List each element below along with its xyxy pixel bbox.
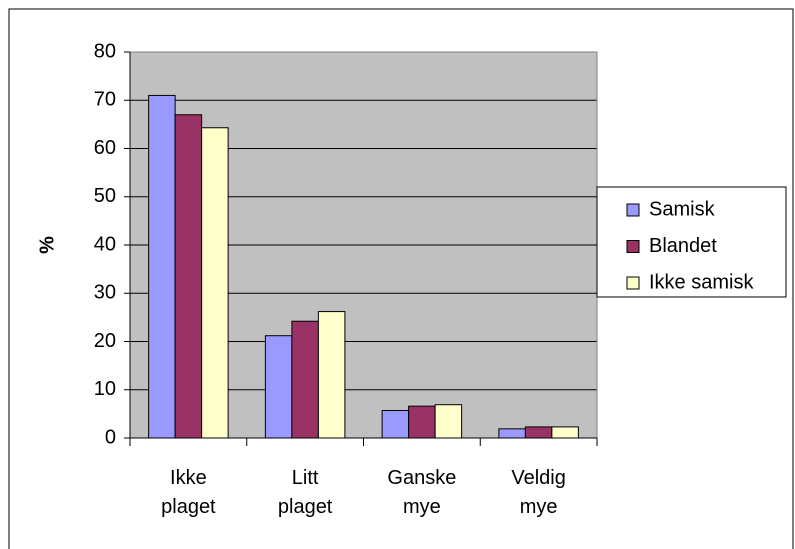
y-tick-label: 0 <box>105 426 116 448</box>
x-tick-label: Litt plaget <box>278 467 333 518</box>
legend-swatch <box>626 240 640 253</box>
y-axis-label: % <box>36 236 58 254</box>
bar <box>524 426 553 439</box>
bar <box>408 405 436 439</box>
y-tick-label: 30 <box>94 282 116 304</box>
legend-swatch <box>626 276 640 290</box>
x-tick-label-line: Ganske <box>387 467 456 489</box>
y-tick-label: 40 <box>94 233 116 255</box>
legend-label: Blandet <box>649 235 717 257</box>
x-tick-label-line: Litt <box>292 467 319 489</box>
y-tick-label: 60 <box>94 137 116 159</box>
x-tick-label-line: plaget <box>278 496 333 518</box>
y-tick-label: 20 <box>94 330 116 352</box>
x-tick-label: Veldig mye <box>511 467 566 518</box>
y-tick-label: 70 <box>94 89 116 111</box>
x-tick-label-line: mye <box>403 496 441 518</box>
bar <box>381 409 410 439</box>
y-tick-label: 50 <box>94 185 116 207</box>
legend-label: Samisk <box>649 198 716 220</box>
y-tick-label: 80 <box>94 40 116 62</box>
bar <box>148 94 176 439</box>
x-tick-label-line: Ikke <box>170 467 207 489</box>
x-tick-label-line: mye <box>520 496 558 518</box>
bar <box>551 426 579 439</box>
legend-label: Ikke samisk <box>649 271 754 293</box>
bar <box>498 428 526 439</box>
bar <box>264 335 293 439</box>
bar <box>434 404 463 439</box>
legend-swatch <box>626 203 640 217</box>
x-tick-label-line: plaget <box>161 496 216 518</box>
bar <box>174 114 203 439</box>
bar <box>291 320 319 439</box>
bar <box>201 127 229 439</box>
bar <box>317 311 346 439</box>
y-tick-label: 10 <box>94 378 116 400</box>
x-tick-label: Ganske mye <box>387 467 456 518</box>
x-tick-label-line: Veldig <box>511 467 566 489</box>
x-tick-label: Ikke plaget <box>161 467 216 518</box>
